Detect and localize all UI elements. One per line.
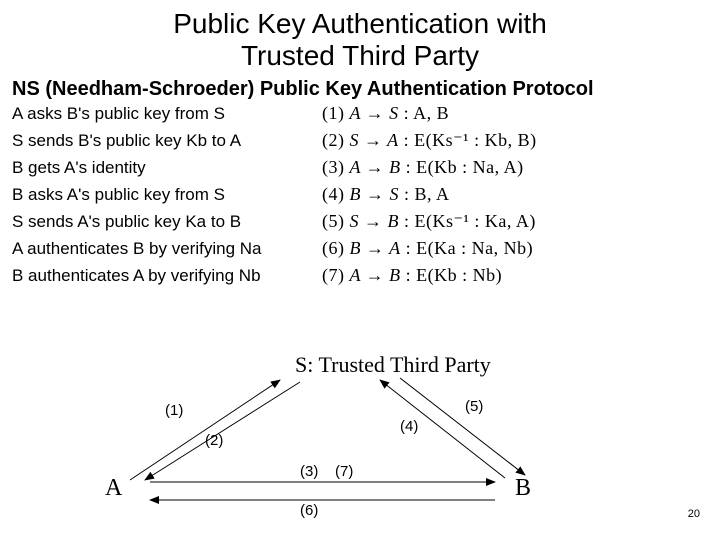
step-row: S sends B's public key Kb to A (2) S → A…	[12, 130, 708, 151]
s-node-label: S: Trusted Third Party	[295, 352, 491, 378]
step-desc: S sends A's public key Ka to B	[12, 212, 322, 232]
title-line-2: Trusted Third Party	[241, 40, 479, 71]
step-formula: (5) S → B : E(Ks⁻¹ : Ka, A)	[322, 211, 536, 232]
protocol-steps: A asks B's public key from S (1) A → S :…	[0, 103, 720, 286]
b-node-label: B	[515, 475, 531, 502]
protocol-subtitle: NS (Needham-Schroeder) Public Key Authen…	[0, 72, 720, 103]
step-desc: B asks A's public key from S	[12, 185, 322, 205]
title-line-1: Public Key Authentication with	[173, 8, 547, 39]
step-row: A asks B's public key from S (1) A → S :…	[12, 103, 708, 124]
step-row: A authenticates B by verifying Na (6) B …	[12, 238, 708, 259]
step-row: B asks A's public key from S (4) B → S :…	[12, 184, 708, 205]
step-formula: (3) A → B : E(Kb : Na, A)	[322, 157, 524, 178]
step-formula: (2) S → A : E(Ks⁻¹ : Kb, B)	[322, 130, 537, 151]
edge-label-2: (2)	[205, 432, 223, 449]
a-node-label: A	[105, 475, 122, 502]
step-desc: A asks B's public key from S	[12, 104, 322, 124]
edge-label-6: (6)	[300, 502, 318, 519]
step-desc: A authenticates B by verifying Na	[12, 239, 322, 259]
edge-label-1: (1)	[165, 402, 183, 419]
step-row: B authenticates A by verifying Nb (7) A …	[12, 265, 708, 286]
step-formula: (6) B → A : E(Ka : Na, Nb)	[322, 238, 533, 259]
slide-title: Public Key Authentication with Trusted T…	[0, 0, 720, 72]
page-number: 20	[688, 508, 700, 520]
edge-label-3: (3)	[300, 463, 318, 480]
step-desc: B authenticates A by verifying Nb	[12, 266, 322, 286]
step-row: S sends A's public key Ka to B (5) S → B…	[12, 211, 708, 232]
edge-label-5: (5)	[465, 398, 483, 415]
step-desc: S sends B's public key Kb to A	[12, 131, 322, 151]
edge-label-4: (4)	[400, 418, 418, 435]
edge-label-7: (7)	[335, 463, 353, 480]
step-formula: (4) B → S : B, A	[322, 184, 450, 205]
protocol-diagram: S: Trusted Third Party A B (1) (2) (4) (…	[0, 350, 720, 525]
step-desc: B gets A's identity	[12, 158, 322, 178]
step-row: B gets A's identity (3) A → B : E(Kb : N…	[12, 157, 708, 178]
step-formula: (1) A → S : A, B	[322, 103, 449, 124]
step-formula: (7) A → B : E(Kb : Nb)	[322, 265, 502, 286]
